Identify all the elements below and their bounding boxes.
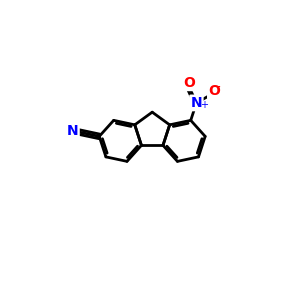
Text: O: O xyxy=(183,76,195,90)
Text: O: O xyxy=(208,84,220,98)
Text: +: + xyxy=(200,100,208,110)
Text: N: N xyxy=(67,124,78,138)
Text: −: − xyxy=(211,81,221,94)
Text: N: N xyxy=(190,96,202,110)
